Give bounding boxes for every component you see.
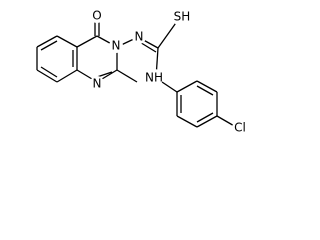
atom-label: N: [93, 77, 102, 91]
bond: [116, 69, 138, 83]
label-mask: [132, 30, 146, 44]
bond: [40, 66, 58, 78]
bond: [196, 112, 214, 123]
bond: [176, 80, 198, 93]
bond: [196, 115, 218, 128]
atom-label: N: [135, 30, 144, 44]
atom-label: SH: [174, 10, 191, 24]
bond: [176, 115, 198, 128]
atom-label: Cl: [234, 121, 246, 135]
atom-labels: O N N N SH NH Cl: [92, 9, 246, 135]
label-mask: [90, 76, 104, 90]
atom-label: O: [92, 9, 101, 23]
bond: [36, 69, 58, 83]
label-mask: [145, 69, 163, 87]
atom-masks: [90, 8, 248, 136]
molecule-diagram: O N N N SH NH Cl: [36, 8, 248, 136]
bond: [40, 40, 58, 51]
label-mask: [172, 8, 190, 26]
bond: [196, 80, 218, 93]
label-mask: [90, 9, 104, 23]
bond: [56, 69, 78, 83]
bond: [96, 71, 113, 78]
label-mask: [109, 39, 123, 53]
bond: [36, 35, 58, 48]
label-mask: [232, 120, 248, 136]
bond: [157, 19, 179, 49]
atom-label: N: [112, 39, 121, 53]
bond: [196, 85, 214, 96]
atom-label: NH: [145, 71, 163, 85]
bond: [76, 35, 98, 48]
bond: [56, 35, 78, 48]
